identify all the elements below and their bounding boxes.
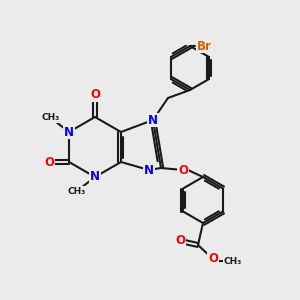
Text: O: O: [178, 164, 188, 176]
Text: N: N: [144, 164, 154, 176]
Text: O: O: [90, 88, 100, 101]
Text: CH₃: CH₃: [68, 187, 86, 196]
Text: O: O: [44, 155, 54, 169]
Text: Br: Br: [196, 40, 211, 52]
Text: N: N: [148, 113, 158, 127]
Text: N: N: [64, 125, 74, 139]
Text: N: N: [90, 170, 100, 184]
Text: CH₃: CH₃: [42, 113, 60, 122]
Text: CH₃: CH₃: [224, 256, 242, 266]
Text: O: O: [208, 253, 218, 266]
Text: O: O: [175, 235, 185, 248]
